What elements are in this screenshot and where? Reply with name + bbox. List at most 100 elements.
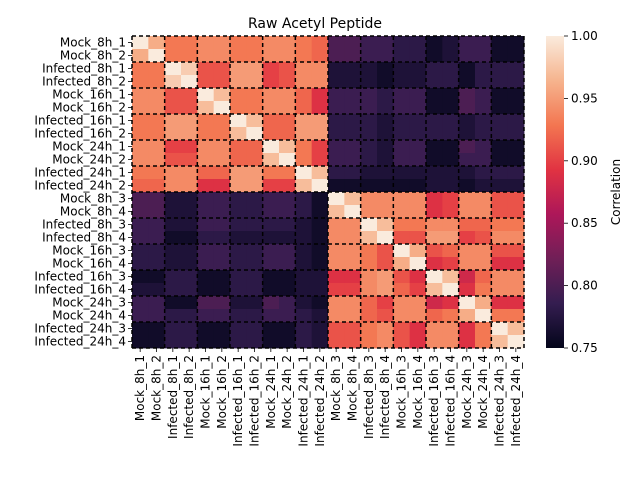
heatmap-cell — [181, 127, 198, 141]
heatmap-cell — [279, 75, 296, 89]
heatmap-cell — [148, 127, 166, 141]
heatmap-cell — [213, 179, 231, 193]
heatmap-cell — [491, 322, 509, 336]
heatmap-cell — [311, 153, 329, 167]
heatmap-cell — [295, 49, 313, 63]
heatmap-cell — [442, 114, 460, 128]
heatmap-cell — [344, 322, 362, 336]
heatmap-cell — [344, 283, 362, 297]
heatmap-cell — [458, 205, 476, 219]
heatmap-cell — [181, 75, 198, 89]
heatmap-cell — [377, 127, 394, 141]
heatmap-cell — [426, 192, 443, 206]
heatmap-cell — [132, 205, 149, 219]
y-tick-label: Mock_24h_3 — [52, 296, 126, 310]
heatmap-cell — [442, 140, 460, 154]
heatmap-cell — [164, 205, 182, 219]
heatmap-cell — [458, 218, 476, 232]
heatmap-cell — [132, 322, 149, 336]
heatmap-cell — [344, 36, 362, 50]
heatmap-cell — [295, 335, 313, 349]
heatmap-cell — [311, 62, 329, 76]
heatmap-cell — [197, 62, 215, 76]
heatmap-cell — [458, 192, 476, 206]
heatmap-cell — [491, 257, 509, 271]
y-tick-label: Mock_16h_1 — [52, 88, 126, 102]
heatmap-cell — [262, 296, 280, 310]
heatmap-cell — [507, 296, 525, 310]
heatmap-cell — [132, 335, 149, 349]
heatmap-cell — [279, 231, 296, 245]
heatmap-cell — [148, 322, 166, 336]
heatmap-cell — [328, 335, 345, 349]
heatmap-cell — [164, 283, 182, 297]
x-tick-label: Mock_24h_3 — [460, 355, 474, 429]
heatmap-cell — [491, 36, 509, 50]
heatmap-cell — [262, 166, 280, 180]
heatmap-cell — [262, 153, 280, 167]
y-tick-label: Mock_16h_2 — [52, 101, 126, 115]
heatmap-cell — [442, 62, 460, 76]
heatmap-cell — [132, 179, 149, 193]
y-tick-label: Mock_24h_1 — [52, 140, 126, 154]
heatmap-cell — [377, 231, 394, 245]
heatmap-cell — [148, 309, 166, 323]
heatmap-cell — [377, 114, 394, 128]
heatmap-cell — [426, 270, 443, 284]
heatmap-cell — [262, 309, 280, 323]
heatmap-cell — [295, 153, 313, 167]
heatmap-cell — [328, 257, 345, 271]
heatmap-cell — [328, 140, 345, 154]
heatmap-cell — [409, 270, 427, 284]
heatmap-cell — [360, 153, 378, 167]
heatmap-cell — [164, 322, 182, 336]
heatmap-cell — [458, 335, 476, 349]
x-tick-label: Infected_16h_4 — [444, 355, 458, 447]
heatmap-cell — [393, 49, 411, 63]
heatmap-cell — [426, 218, 443, 232]
heatmap-cell — [279, 218, 296, 232]
heatmap-cell — [311, 309, 329, 323]
heatmap-cell — [181, 88, 198, 102]
heatmap-cell — [507, 309, 525, 323]
heatmap-cell — [442, 166, 460, 180]
x-tick-label: Infected_8h_1 — [166, 355, 180, 439]
heatmap-cell — [230, 205, 247, 219]
heatmap-cell — [213, 166, 231, 180]
heatmap-cell — [132, 36, 149, 50]
heatmap-cell — [377, 140, 394, 154]
heatmap-cell — [377, 75, 394, 89]
heatmap-cell — [132, 75, 149, 89]
heatmap-cell — [360, 166, 378, 180]
heatmap-cell — [458, 153, 476, 167]
heatmap-cell — [197, 244, 215, 258]
heatmap-cell — [230, 231, 247, 245]
heatmap-cell — [246, 296, 264, 310]
heatmap-cell — [246, 309, 264, 323]
heatmap-cell — [246, 140, 264, 154]
heatmap-cell — [197, 166, 215, 180]
heatmap-cell — [295, 309, 313, 323]
heatmap-cell — [475, 140, 492, 154]
heatmap-cell — [132, 153, 149, 167]
heatmap-cell — [426, 101, 443, 115]
heatmap-cell — [507, 257, 525, 271]
heatmap-cell — [458, 244, 476, 258]
heatmap-cell — [442, 153, 460, 167]
heatmap-cell — [279, 101, 296, 115]
heatmap-cell — [491, 75, 509, 89]
heatmap-cell — [360, 218, 378, 232]
heatmap-cell — [507, 283, 525, 297]
heatmap-cell — [213, 244, 231, 258]
heatmap-cell — [393, 231, 411, 245]
heatmap-cell — [426, 322, 443, 336]
heatmap-cell — [311, 36, 329, 50]
heatmap-cell — [311, 88, 329, 102]
heatmap-cell — [213, 88, 231, 102]
heatmap-cell — [164, 88, 182, 102]
heatmap-cell — [442, 49, 460, 63]
heatmap-cell — [328, 36, 345, 50]
heatmap-cell — [328, 179, 345, 193]
heatmap-cell — [148, 166, 166, 180]
heatmap-cell — [360, 270, 378, 284]
